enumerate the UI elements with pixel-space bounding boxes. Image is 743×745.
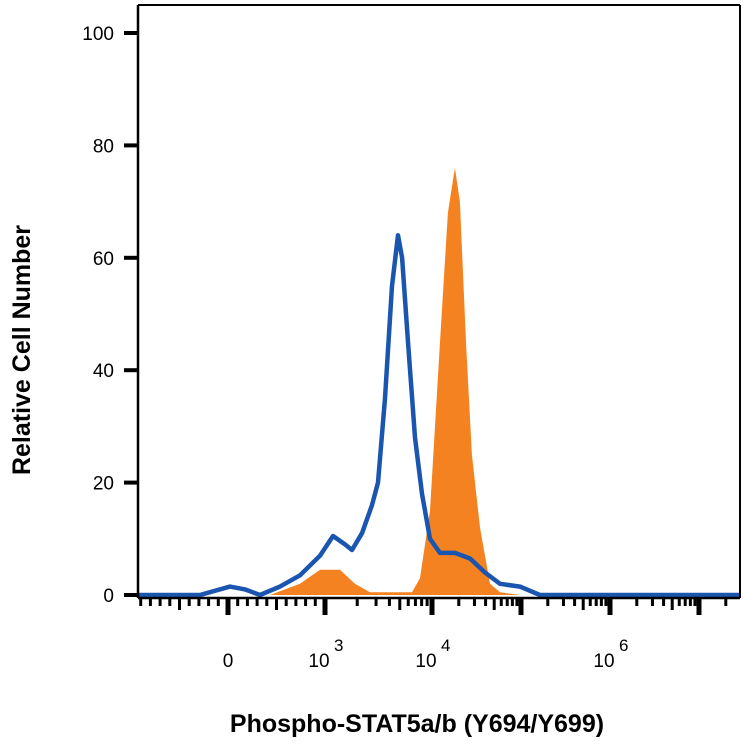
filled-histogram-series bbox=[137, 167, 741, 595]
plot-area bbox=[137, 167, 741, 598]
y-axis-title: Relative Cell Number bbox=[8, 225, 36, 475]
x-axis-title: Phospho-STAT5a/b (Y694/Y699) bbox=[230, 710, 604, 738]
x-tick-label-exponent: 3 bbox=[334, 636, 343, 655]
y-tick-label: 60 bbox=[93, 249, 114, 270]
x-tick-label-exponent: 6 bbox=[619, 636, 628, 655]
x-tick-label: 10 bbox=[415, 651, 436, 672]
x-axis-tick-labels: 0 10 3 10 4 10 6 bbox=[223, 636, 629, 672]
y-tick-label: 100 bbox=[82, 24, 114, 45]
x-tick-label: 0 bbox=[223, 651, 234, 672]
y-tick-label: 80 bbox=[93, 136, 114, 157]
y-tick-label: 0 bbox=[103, 586, 114, 607]
x-tick-label-exponent: 4 bbox=[441, 636, 450, 655]
x-tick-label: 10 bbox=[593, 651, 614, 672]
outline-histogram-series bbox=[137, 233, 741, 598]
y-tick-label: 20 bbox=[93, 474, 114, 495]
x-axis-ticks bbox=[139, 599, 728, 615]
x-tick-label: 10 bbox=[308, 651, 329, 672]
y-tick-label: 40 bbox=[93, 361, 114, 382]
y-axis-ticks: 0 20 40 60 80 100 bbox=[82, 24, 138, 607]
